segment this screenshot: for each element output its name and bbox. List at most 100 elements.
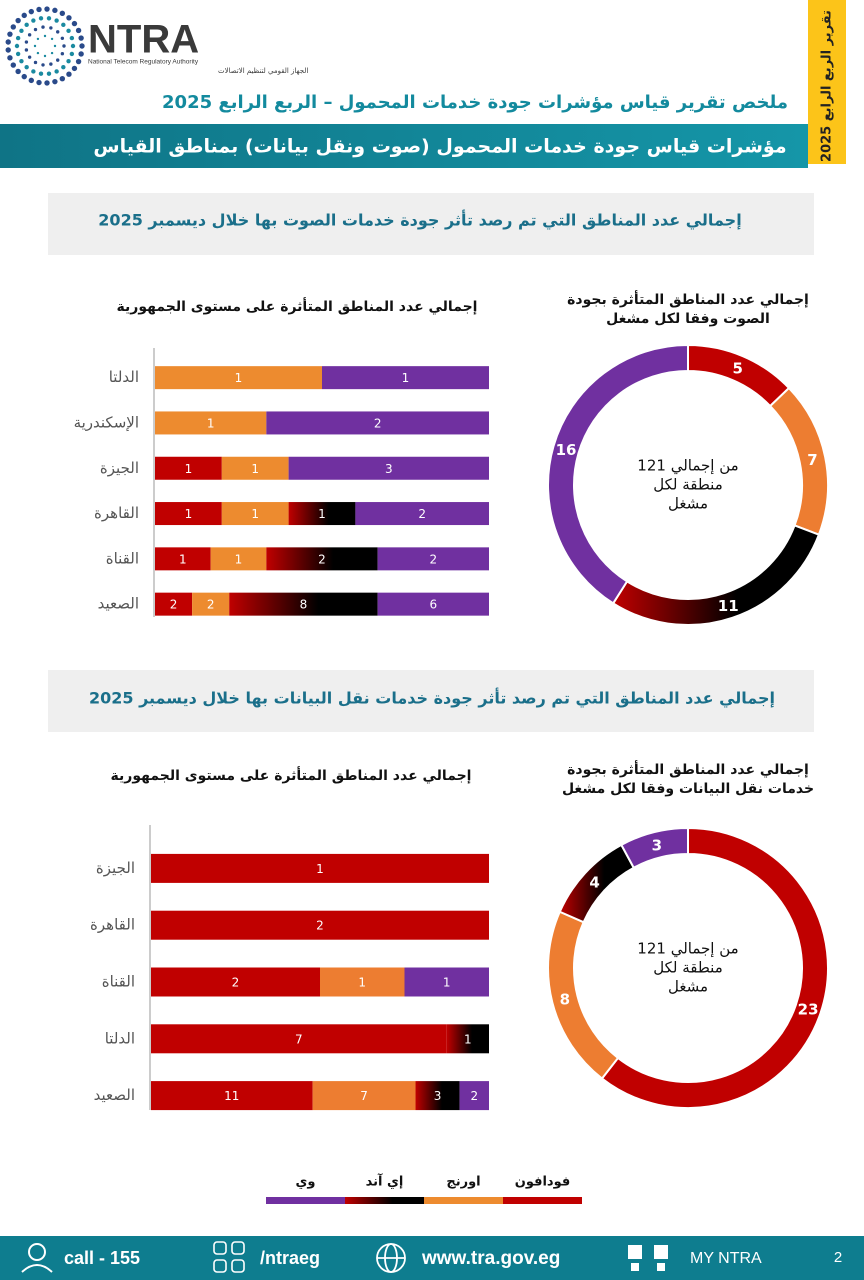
logo-dot — [36, 37, 40, 41]
logo-dot — [56, 30, 60, 34]
logo-dot — [36, 51, 40, 55]
logo-dot — [50, 51, 54, 55]
social-icons — [213, 1241, 245, 1273]
logo-dot — [38, 16, 44, 21]
data-label: 1 — [235, 371, 243, 385]
logo-dot — [27, 33, 32, 37]
chart-title: إجمالي عدد المناطق المتأثرة على مستوى ال… — [117, 297, 478, 315]
data-label: 1 — [316, 862, 324, 876]
data-label: 2 — [207, 598, 215, 612]
logo-dot — [24, 48, 29, 52]
data-label: 2 — [430, 552, 438, 566]
logo-dot — [41, 25, 45, 29]
logo-dot — [44, 6, 50, 12]
logo-dot — [60, 36, 65, 40]
logo-dot — [56, 58, 60, 62]
data-label: 11 — [718, 597, 739, 615]
donut-segment — [768, 386, 829, 536]
bar-segment — [404, 967, 489, 997]
bar-segment — [151, 1081, 313, 1111]
logo-dot — [53, 44, 57, 48]
logo-dot — [19, 58, 24, 64]
logo-dot — [46, 16, 52, 21]
data-label: 1 — [402, 371, 410, 385]
logo-dot — [50, 37, 54, 41]
logo-dot — [41, 63, 45, 67]
logo-dot — [33, 27, 38, 32]
logo-dot — [28, 8, 35, 15]
data-label: 1 — [251, 462, 259, 476]
side-tab-text: تقرير الربع الرابع 2025 — [820, 10, 835, 162]
bar-segment — [155, 456, 222, 480]
footer-website[interactable]: www.tra.gov.eg — [421, 1248, 560, 1269]
globe-icon — [376, 1243, 406, 1273]
data-label: 1 — [464, 1032, 472, 1046]
donut-segment — [620, 826, 689, 870]
bar-segment — [155, 366, 322, 390]
logo-dot — [49, 62, 53, 66]
qr-icons — [628, 1245, 668, 1271]
logo-dot — [79, 43, 85, 49]
logo-dot — [5, 47, 11, 53]
logo-dot — [27, 55, 32, 59]
logo-dot — [43, 54, 47, 58]
legend-swatch — [345, 1197, 424, 1204]
logo-dot — [28, 77, 35, 84]
logo-dot — [38, 71, 44, 76]
report-title: ملخص تقرير قياس مؤشرات جودة خدمات المحمو… — [162, 92, 788, 113]
side-tab — [808, 0, 846, 164]
section-heading: إجمالي عدد المناطق التي تم رصد تأثر جودة… — [89, 688, 775, 709]
bar-segment — [192, 592, 230, 616]
center-text: مشغل — [668, 495, 708, 513]
logo-dot — [21, 73, 27, 80]
logo — [5, 6, 85, 86]
data-label: 7 — [295, 1032, 303, 1046]
bar-segment — [155, 547, 211, 571]
logo-dot — [61, 22, 66, 28]
logo-dot — [54, 69, 59, 74]
bar-segment — [288, 502, 356, 526]
bar-segment — [151, 967, 320, 997]
data-label: 2 — [170, 598, 178, 612]
data-label: 8 — [300, 598, 308, 612]
data-label: 1 — [251, 507, 259, 521]
category-label: الإسكندرية — [74, 413, 139, 431]
bar-segment — [151, 853, 489, 883]
section-box — [48, 193, 814, 255]
category-label: الجيزة — [96, 859, 135, 877]
logo-dot — [66, 58, 71, 64]
logo-text: NTRA — [88, 18, 199, 62]
data-label: 16 — [556, 441, 577, 459]
logo-dot — [78, 35, 84, 41]
footer-social[interactable]: /ntraeg — [260, 1248, 320, 1268]
data-label: 23 — [798, 1001, 819, 1019]
footer-app[interactable]: MY NTRA — [690, 1250, 762, 1267]
logo-dot — [36, 79, 42, 86]
bar-segment — [210, 547, 267, 571]
bar-segment — [266, 547, 378, 571]
data-label: 3 — [652, 836, 662, 854]
legend-label: إي آند — [366, 1173, 404, 1190]
bar-segment — [155, 592, 193, 616]
bar-segment — [229, 592, 378, 616]
logo-dot — [61, 64, 66, 70]
logo-dot — [78, 51, 84, 57]
logo-english: National Telecom Regulatory Authority — [88, 59, 199, 66]
logo-dot — [31, 69, 36, 74]
data-label: 1 — [235, 552, 243, 566]
data-label: 1 — [358, 976, 366, 990]
center-text: منطقة لكل — [653, 959, 722, 977]
page-number: 2 — [834, 1249, 842, 1266]
data-label: 2 — [316, 919, 324, 933]
logo-dot — [19, 28, 24, 34]
bar-segment — [151, 910, 489, 940]
legend: فودافون اورنج إي آند وي — [266, 1173, 582, 1204]
bar-segment — [377, 592, 489, 616]
footer-call[interactable]: call - 155 — [64, 1248, 140, 1268]
data-label: 2 — [374, 416, 382, 430]
logo-dot — [10, 62, 16, 68]
bar-segment — [355, 502, 489, 526]
logo-dot — [15, 51, 21, 57]
logo-dot — [15, 17, 21, 24]
